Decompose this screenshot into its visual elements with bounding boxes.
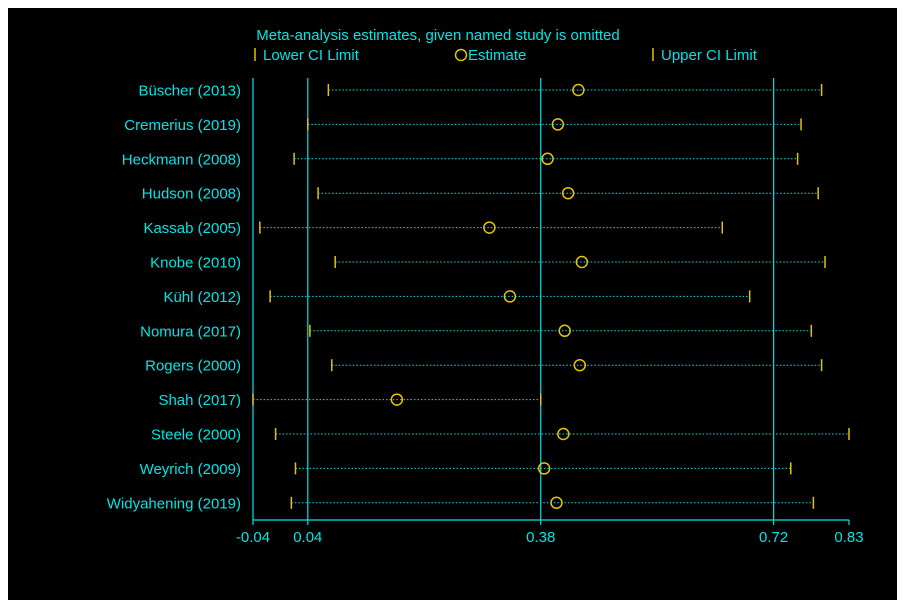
study-label: Kassab (2005) [143,220,241,237]
x-tick-label: 0.72 [759,529,788,546]
study-label: Weyrich (2009) [140,461,241,478]
study-label: Hudson (2008) [142,186,241,203]
x-axis: -0.04 0.04 0.38 0.72 0.83 [236,519,864,546]
study-row: Steele (2000) [151,427,850,444]
x-tick-label: 0.38 [526,529,555,546]
study-label: Heckmann (2008) [122,151,241,168]
legend-label-2: Upper CI Limit [661,47,758,64]
legend: Lower CI Limit Estimate Upper CI Limit [254,47,758,64]
estimate-marker [575,255,589,269]
legend-estimate-marker [454,48,468,62]
study-row: Weyrich (2009) [140,461,792,478]
forest-plot: Meta-analysis estimates, given named stu… [107,27,864,546]
reference-lines [252,78,775,520]
chart-frame: Meta-analysis estimates, given named stu… [8,8,897,600]
estimate-marker [537,462,551,475]
study-row: Kassab (2005) [143,220,724,237]
estimate-marker [558,324,571,338]
x-tick-label: -0.04 [236,529,270,546]
study-label: Cremerius (2019) [124,117,241,134]
study-label: Steele (2000) [151,427,241,444]
estimate-marker [572,83,585,97]
study-label: Büscher (2013) [138,83,241,100]
estimate-marker [390,393,404,406]
estimate-marker [573,358,587,372]
study-rows: Büscher (2013) Cremerius (2019) Heckmann (… [107,83,850,512]
estimate-marker [541,152,554,166]
study-label: Widyahening (2019) [107,495,241,512]
estimate-marker [557,427,570,441]
x-tick-label: 0.83 [834,529,863,546]
study-label: Rogers (2000) [145,358,241,375]
study-label: Kühl (2012) [163,289,241,306]
study-row: Shah (2017) [158,392,542,409]
estimate-marker [550,496,563,510]
study-row: Cremerius (2019) [124,117,802,134]
study-row: Heckmann (2008) [122,151,799,168]
legend-label-0: Lower CI Limit [263,47,360,64]
study-row: Kühl (2012) [163,289,751,306]
estimate-marker [503,290,517,303]
study-row: Widyahening (2019) [107,495,815,512]
chart-title: Meta-analysis estimates, given named stu… [256,27,620,44]
study-label: Shah (2017) [158,392,241,409]
study-row: Knobe (2010) [150,255,826,272]
x-tick-label: 0.04 [293,529,322,546]
estimate-marker [483,221,496,234]
study-row: Rogers (2000) [145,358,823,375]
study-label: Knobe (2010) [150,255,241,272]
study-row: Büscher (2013) [138,83,823,100]
study-row: Nomura (2017) [140,323,813,340]
estimate-marker [551,118,565,131]
study-row: Hudson (2008) [142,186,819,203]
study-label: Nomura (2017) [140,323,241,340]
estimate-marker [561,186,575,200]
legend-label-1: Estimate [468,47,526,64]
